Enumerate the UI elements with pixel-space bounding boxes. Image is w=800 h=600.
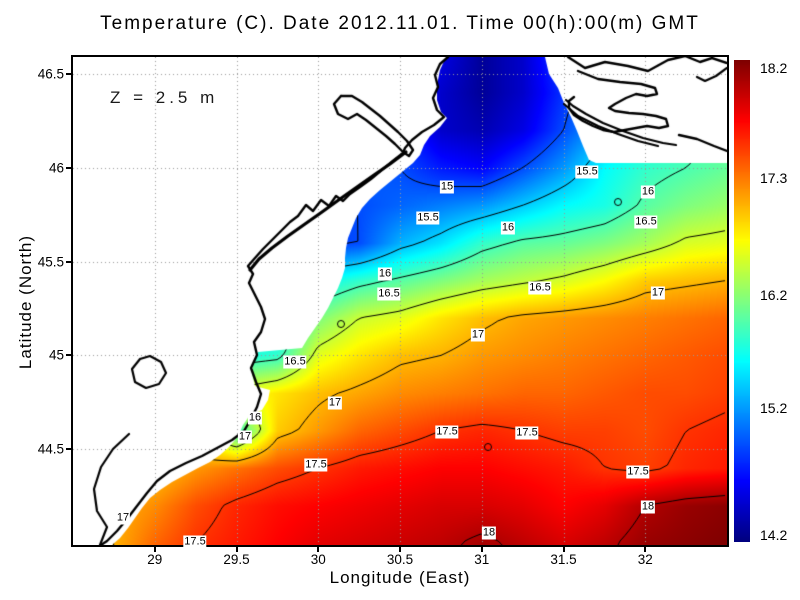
contour-label: 16.5 [377,287,401,301]
x-tick-mark [399,547,401,552]
x-tick-mark [153,547,156,552]
contour-label: 17 [327,396,343,410]
contour-label: 15.5 [575,165,599,179]
contour-label: 16.5 [634,215,658,229]
colorbar-tick-label: 16.2 [760,287,788,304]
y-tick-mark [66,260,71,263]
x-tick-mark [562,547,565,552]
x-tick-label: 29 [147,552,163,567]
y-tick-label: 46 [48,160,64,176]
contour-label: 16 [247,411,263,425]
x-tick-label: 32 [637,552,653,567]
contour-label: 16 [377,267,393,281]
contour-label: 15 [439,180,455,194]
x-tick-label: 31 [474,552,490,567]
contour-label: 16.5 [528,281,552,295]
y-tick-label: 46.5 [37,66,64,82]
colorbar-tick-label: 18.2 [760,60,788,77]
y-tick-mark [66,72,71,75]
y-tick-mark [66,448,71,451]
contour-label: 17.5 [626,465,650,479]
contour-label: 16.5 [283,355,307,369]
x-tick-label: 29.5 [223,552,250,567]
contour-label: 17 [115,511,131,525]
contour-label: 18 [640,500,656,514]
x-tick-label: 30.5 [386,552,414,567]
y-tick-label: 44.5 [37,441,64,457]
contour-label: 18 [481,526,497,540]
contour-label: 17 [237,430,253,444]
x-tick-mark [235,547,238,552]
y-tick-label: 45.5 [37,254,64,270]
x-tick-label: 31.5 [550,552,577,567]
contour-label: 16 [640,185,656,199]
colorbar-tick-label: 15.2 [760,400,788,416]
colorbar-tick-label: 14.2 [760,526,788,543]
x-tick-mark [480,547,483,552]
depth-annotation: Z = 2.5 m [110,88,219,107]
y-tick-label: 45 [48,347,64,363]
colorbar-tick-label: 17.3 [760,170,788,187]
contour-label: 17.5 [435,425,459,439]
plot-area-border [71,55,729,547]
contour-label: 17.5 [183,535,207,549]
contour-label: 16 [500,221,516,235]
colorbar [734,60,750,542]
x-tick-mark [644,547,647,552]
contour-label: 17 [470,328,486,342]
y-tick-mark [66,354,71,357]
contour-label: 17 [650,286,666,300]
x-tick-label: 30 [310,552,326,567]
contour-label: 15.5 [416,211,440,225]
y-tick-mark [66,166,71,169]
plot-title: Temperature (C). Date 2012.11.01. Time 0… [100,13,700,34]
y-axis-label: Latitude (North) [16,234,35,370]
temperature-heatmap-canvas [73,57,727,545]
contour-label: 17.5 [515,426,539,440]
x-tick-mark [317,547,320,552]
contour-label: 17.5 [304,458,328,472]
x-axis-label: Longitude (East) [329,568,471,587]
